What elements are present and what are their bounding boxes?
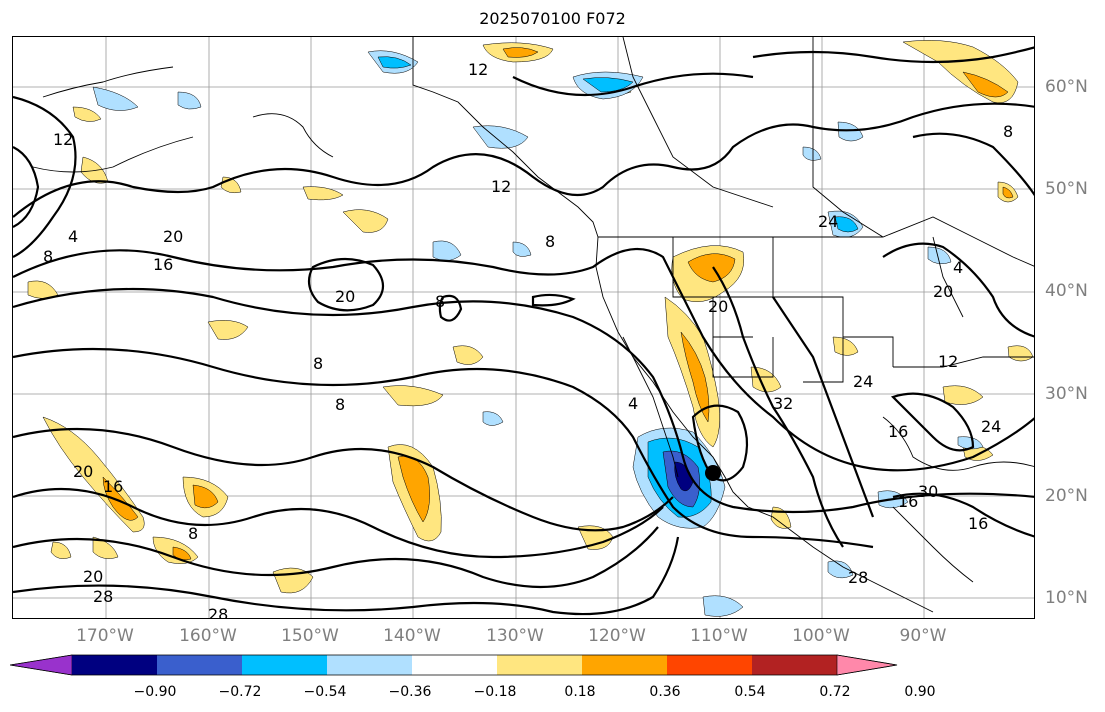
contour-label: 12 — [468, 60, 488, 79]
lat-label: 10°N — [1045, 588, 1088, 608]
contour-label: 28 — [208, 605, 228, 619]
lon-label: 130°W — [486, 626, 544, 646]
contour-label: 20 — [335, 287, 355, 306]
contour-label: 16 — [888, 422, 908, 441]
map-panel[interactable]: 12 12 12 8 8 8 8 8 8 4 4 20 20 20 20 16 … — [12, 36, 1035, 619]
contour-label: 24 — [981, 417, 1001, 436]
lat-label: 20°N — [1045, 486, 1088, 506]
contour-label: 24 — [818, 212, 838, 231]
contour-label: 20 — [73, 462, 93, 481]
colorbar-tick-label: −0.18 — [473, 684, 517, 700]
colorbar-tick-label: 0.90 — [904, 684, 936, 700]
negative-shading — [92, 50, 984, 617]
contour-label: 4 — [953, 258, 963, 277]
contour-label: 12 — [53, 130, 73, 149]
colorbar-segment — [667, 655, 752, 675]
colorbar-segment — [752, 655, 837, 675]
contour-label: 12 — [491, 177, 511, 196]
colorbar-tick-label: −0.72 — [218, 684, 262, 700]
contour-label: 16 — [103, 477, 123, 496]
colorbar-segment — [242, 655, 327, 675]
contour-label: 12 — [938, 352, 958, 371]
colorbar-segment — [582, 655, 667, 675]
lon-label: 160°W — [179, 626, 237, 646]
contour-label: 8 — [335, 395, 345, 414]
contour-label-group: 12 12 12 8 8 8 8 8 8 4 4 20 20 20 20 16 … — [43, 60, 1013, 619]
contour-label: 8 — [1003, 122, 1013, 141]
contours — [13, 46, 1034, 616]
contour-label: 8 — [43, 247, 53, 266]
colorbar — [10, 654, 898, 676]
lon-label: 90°W — [899, 626, 947, 646]
colorbar-tick-label: −0.54 — [303, 684, 347, 700]
colorbar-segment — [327, 655, 412, 675]
colorbar-segment — [72, 655, 157, 675]
storm-center-marker — [705, 465, 721, 481]
contour-label: 32 — [773, 394, 793, 413]
contour-label: 8 — [313, 354, 323, 373]
contour-label: 20 — [163, 227, 183, 246]
colorbar-tick-label: 0.54 — [734, 684, 766, 700]
lon-label: 170°W — [76, 626, 134, 646]
colorbar-tick-label: −0.36 — [388, 684, 432, 700]
graticule — [13, 37, 1034, 618]
contour-label: 28 — [93, 587, 113, 606]
lon-label: 110°W — [690, 626, 748, 646]
colorbar-extend-high — [836, 654, 898, 676]
contour-label: 24 — [853, 372, 873, 391]
colorbar-segment — [412, 655, 497, 675]
colorbar-segment — [497, 655, 582, 675]
contour-label: 20 — [83, 567, 103, 586]
contour-label: 16 — [968, 514, 988, 533]
contour-label: 20 — [708, 297, 728, 316]
contour-label: 8 — [435, 292, 445, 311]
positive-shading — [27, 40, 1034, 594]
lon-label: 120°W — [588, 626, 646, 646]
colorbar-tick-label: −0.90 — [133, 684, 177, 700]
colorbar-segment — [157, 655, 242, 675]
contour-label: 16 — [898, 492, 918, 511]
colorbar-outline — [10, 654, 898, 676]
contour-label: 30 — [918, 482, 938, 501]
colorbar-tick-label: 0.36 — [649, 684, 681, 700]
lat-label: 60°N — [1045, 77, 1088, 97]
lat-label: 50°N — [1045, 179, 1088, 199]
colorbar-tick-label: 0.18 — [564, 684, 596, 700]
contour-label: 28 — [848, 568, 868, 587]
contour-label: 16 — [153, 255, 173, 274]
colorbar-tick-label: 0.72 — [819, 684, 851, 700]
contour-label: 4 — [628, 394, 638, 413]
map-canvas: 12 12 12 8 8 8 8 8 8 4 4 20 20 20 20 16 … — [13, 37, 1034, 619]
colorbar-extend-low — [10, 654, 73, 676]
coastlines — [32, 37, 1034, 613]
contour-label: 8 — [188, 524, 198, 543]
lat-label: 30°N — [1045, 384, 1088, 404]
lon-label: 140°W — [383, 626, 441, 646]
lon-label: 150°W — [281, 626, 339, 646]
contour-label: 4 — [68, 227, 78, 246]
lat-label: 40°N — [1045, 281, 1088, 301]
map-title: 2025070100 F072 — [479, 9, 626, 28]
contour-label: 20 — [933, 282, 953, 301]
contour-label: 8 — [545, 232, 555, 251]
lon-label: 100°W — [792, 626, 850, 646]
